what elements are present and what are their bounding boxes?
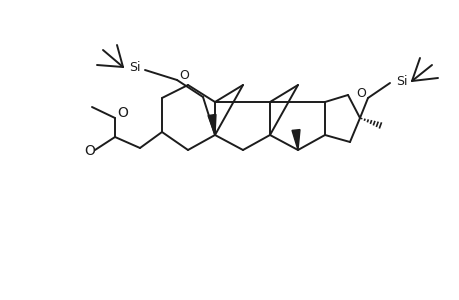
Text: O: O — [84, 144, 95, 158]
Text: O: O — [118, 106, 128, 120]
Text: Si: Si — [395, 74, 407, 88]
Text: O: O — [355, 86, 365, 100]
Text: Si: Si — [129, 61, 140, 74]
Polygon shape — [207, 114, 215, 135]
Polygon shape — [291, 130, 299, 150]
Text: O: O — [179, 68, 189, 82]
